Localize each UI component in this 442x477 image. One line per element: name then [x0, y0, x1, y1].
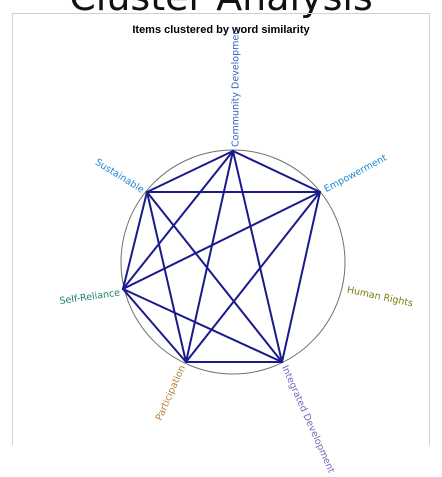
edge-empowerment-self_reliance — [122, 191, 321, 290]
edge-sustainable-self_reliance — [122, 191, 148, 290]
node-label-empowerment: Empowerment — [322, 152, 389, 194]
node-label-human-rights: Human Rights — [346, 285, 414, 310]
edge-sustainable-participation — [146, 191, 187, 363]
edge-empowerment-integrated — [281, 191, 321, 363]
edge-community-self_reliance — [122, 150, 234, 290]
node-label-sustainable: Sustainable — [93, 157, 146, 196]
edges-group — [122, 150, 321, 363]
labels-group: Community Developmen Empowerment Human Rig… — [59, 29, 414, 475]
page-header: Cluster Analysis — [0, 0, 442, 16]
edge-sustainable-integrated — [146, 191, 283, 363]
edge-community-integrated — [232, 150, 283, 363]
node-label-integrated: Integrated Development — [279, 364, 337, 475]
node-label-self-reliance: Self-Reliance — [59, 288, 121, 307]
edge-community-sustainable — [146, 150, 234, 193]
edge-self_reliance-integrated — [122, 288, 283, 363]
node-label-participation: Participation — [154, 364, 188, 423]
chart-frame: Items clustered by word similarity — [12, 13, 430, 445]
edge-community-empowerment — [232, 150, 321, 193]
edge-empowerment-participation — [185, 191, 321, 363]
chart-title: Items clustered by word similarity — [132, 24, 310, 36]
node-label-community: Community Developmen — [231, 29, 242, 147]
edge-self_reliance-participation — [122, 288, 187, 363]
edge-community-participation — [185, 150, 234, 363]
